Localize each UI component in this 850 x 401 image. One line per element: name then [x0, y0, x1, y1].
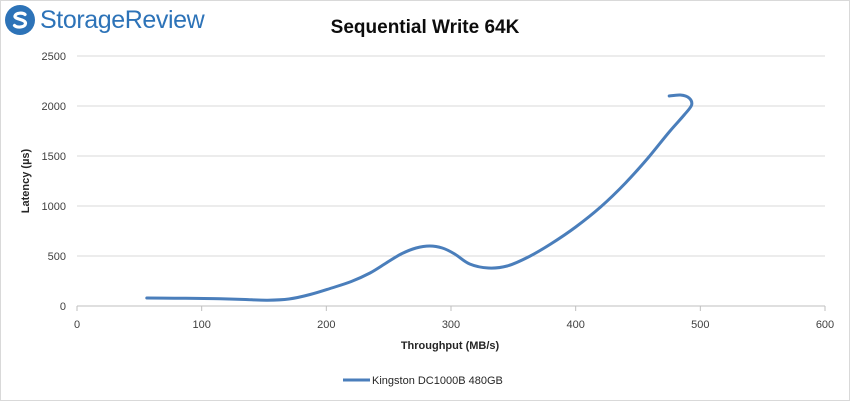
- x-tick-label: 100: [192, 319, 210, 331]
- series-layer: [145, 93, 694, 302]
- x-tick-label: 600: [816, 319, 834, 331]
- y-tick-label: 1000: [42, 201, 66, 213]
- y-tick-label: 0: [60, 301, 66, 313]
- brand-name: StorageReview: [40, 6, 205, 34]
- y-axis-title: Latency (µs): [20, 148, 32, 213]
- y-tick-label: 2500: [42, 51, 66, 63]
- legend-label: Kingston DC1000B 480GB: [372, 375, 503, 387]
- series-line: [145, 93, 694, 302]
- x-axis-title: Throughput (MB/s): [401, 340, 500, 352]
- chart-title: Sequential Write 64K: [331, 17, 520, 38]
- x-tick-label: 0: [74, 319, 80, 331]
- gridlines: [77, 55, 825, 257]
- x-tick-label: 200: [317, 319, 335, 331]
- storagereview-logo-icon: [5, 5, 35, 35]
- y-tick-label: 2000: [42, 101, 66, 113]
- x-axis-ticks: 0 100 200 300 400 500 600: [74, 306, 834, 331]
- legend: Kingston DC1000B 480GB: [343, 375, 503, 387]
- x-tick-label: 500: [691, 319, 709, 331]
- y-tick-label: 500: [48, 251, 66, 263]
- y-axis-ticks: 0 500 1000 1500 2000 2500: [42, 51, 66, 313]
- storagereview-logo: StorageReview: [4, 4, 205, 36]
- x-tick-label: 400: [566, 319, 584, 331]
- x-tick-label: 300: [442, 319, 460, 331]
- y-tick-label: 1500: [42, 151, 66, 163]
